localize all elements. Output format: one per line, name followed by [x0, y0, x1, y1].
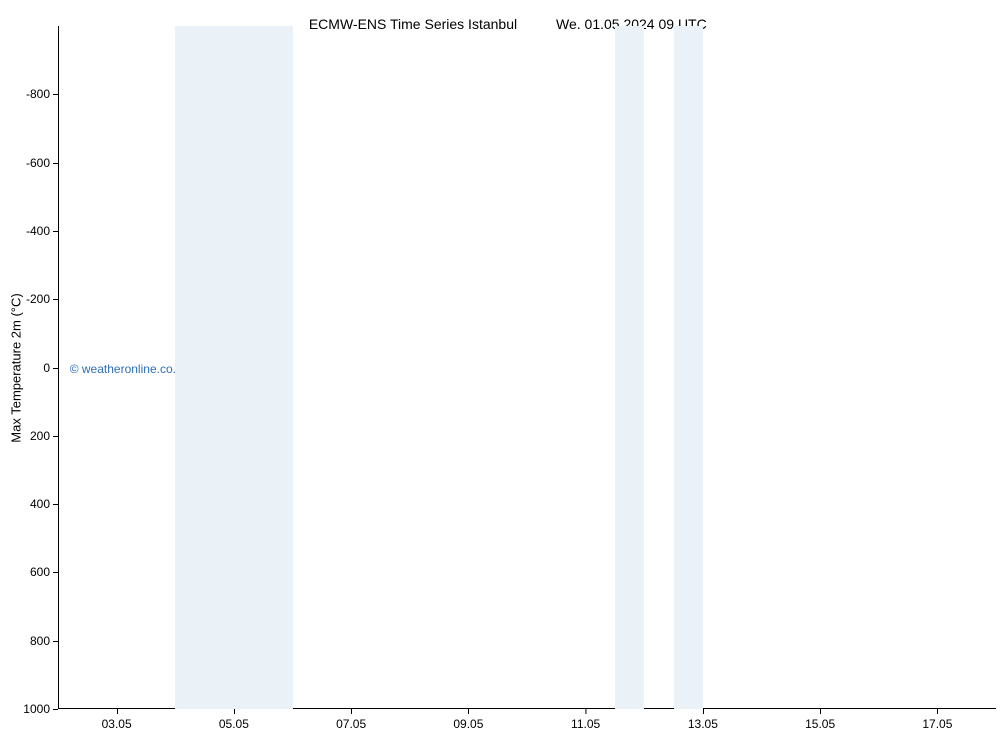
x-tick-label: 07.05: [336, 709, 366, 731]
weekend-band: [175, 26, 292, 709]
y-tick-label: -800: [26, 87, 58, 101]
plot-area: © weatheronline.co.nz -800-600-400-20002…: [58, 26, 996, 709]
x-tick-label: 11.05: [571, 709, 600, 731]
plot-border-left: [58, 26, 59, 709]
y-tick-label: 200: [30, 429, 58, 443]
y-tick-label: -200: [26, 292, 58, 306]
weekend-band: [615, 26, 644, 709]
y-tick-label: -600: [26, 156, 58, 170]
y-tick-label: 0: [43, 361, 58, 375]
x-tick-label: 03.05: [102, 709, 132, 731]
y-tick-label: 1000: [23, 702, 58, 716]
watermark-text: © weatheronline.co.nz: [70, 362, 189, 376]
y-axis-label: Max Temperature 2m (°C): [9, 293, 24, 442]
y-tick-label: 400: [30, 497, 58, 511]
chart-container: ECMW-ENS Time Series Istanbul We. 01.05.…: [0, 0, 1000, 733]
x-tick-label: 13.05: [688, 709, 718, 731]
weekend-band: [674, 26, 703, 709]
x-tick-label: 17.05: [922, 709, 952, 731]
chart-title-row: ECMW-ENS Time Series Istanbul We. 01.05.…: [0, 0, 1000, 26]
y-tick-label: -400: [26, 224, 58, 238]
y-tick-label: 800: [30, 634, 58, 648]
x-tick-label: 15.05: [805, 709, 835, 731]
x-tick-label: 09.05: [453, 709, 483, 731]
y-tick-label: 600: [30, 565, 58, 579]
x-tick-label: 05.05: [219, 709, 249, 731]
